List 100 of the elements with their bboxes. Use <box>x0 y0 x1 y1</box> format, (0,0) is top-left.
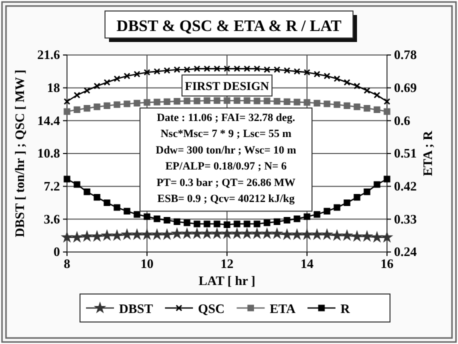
point <box>144 69 150 76</box>
point <box>234 65 240 72</box>
point <box>244 220 250 228</box>
point <box>64 98 70 105</box>
point <box>152 230 162 239</box>
point <box>274 66 280 73</box>
x-tick-label: 10 <box>140 256 154 272</box>
point <box>374 181 380 188</box>
point <box>84 188 90 196</box>
y-tick-label: 7.2 <box>44 178 60 194</box>
point <box>252 228 262 238</box>
y2-tick-label: 0.6 <box>394 112 411 128</box>
point <box>134 100 140 106</box>
y2-tick-label: 0.69 <box>394 80 418 95</box>
point <box>362 232 372 241</box>
point <box>372 232 382 242</box>
point <box>204 97 210 104</box>
point <box>264 66 270 73</box>
point <box>254 98 260 104</box>
point <box>264 98 270 104</box>
annotation: Ddw= 300 ton/hr ; Wsc= 10 m <box>156 144 296 156</box>
point <box>384 176 390 182</box>
point <box>314 211 320 218</box>
y2-tick-label: 0.24 <box>394 244 418 260</box>
point <box>74 92 80 98</box>
legend-label: QSC <box>198 301 225 316</box>
point <box>84 104 90 112</box>
point <box>354 194 360 201</box>
point <box>192 228 202 238</box>
point <box>84 87 90 94</box>
y-tick-label: 0 <box>54 244 60 260</box>
point <box>364 188 370 196</box>
point <box>342 230 352 240</box>
point <box>212 228 222 238</box>
point <box>134 211 140 218</box>
point <box>304 213 310 220</box>
point <box>314 100 320 106</box>
point <box>384 98 390 105</box>
point <box>194 220 200 228</box>
y-axis-title: DBST [ ton/hr ] ; QSC [ MW ] <box>12 70 27 238</box>
point <box>294 216 300 222</box>
point <box>284 216 290 224</box>
point <box>162 230 172 239</box>
point <box>214 97 220 104</box>
y-tick-label: 3.6 <box>44 211 60 226</box>
legend-label: R <box>340 301 350 316</box>
annotation: ESB= 0.9 ; Qcv= 40212 kJ/kg <box>157 193 296 205</box>
point <box>344 79 350 86</box>
point <box>184 220 190 226</box>
y2-axis-title: ETA ; R <box>420 130 435 176</box>
point <box>324 100 330 108</box>
point <box>382 232 392 242</box>
point <box>204 220 210 228</box>
point <box>114 204 120 211</box>
point <box>294 98 300 106</box>
point <box>214 65 220 72</box>
point <box>354 82 360 90</box>
point <box>124 72 130 80</box>
y2-tick-label: 0.33 <box>394 211 418 226</box>
y-tick-label: 10.8 <box>37 146 60 161</box>
point <box>244 65 250 72</box>
point <box>114 101 120 108</box>
x-axis-title: LAT [ hr ] <box>198 273 256 288</box>
point <box>224 97 230 104</box>
x-tick-label: 12 <box>220 256 234 272</box>
annotation: PT= 0.3 bar ; QT= 26.86 MW <box>156 176 296 189</box>
point <box>164 67 170 74</box>
point <box>264 220 270 226</box>
point <box>364 104 370 112</box>
point <box>274 218 280 226</box>
point <box>132 230 142 239</box>
point <box>204 65 210 72</box>
point <box>334 204 340 211</box>
point <box>142 230 152 239</box>
point <box>344 102 350 110</box>
point <box>72 232 82 242</box>
point <box>82 232 92 241</box>
point <box>374 92 380 98</box>
point <box>234 97 240 104</box>
point <box>214 220 220 228</box>
legend-label: DBST <box>119 301 154 316</box>
point <box>184 98 190 104</box>
point <box>304 69 310 76</box>
point <box>174 98 180 105</box>
point <box>172 228 182 238</box>
point <box>94 82 100 90</box>
point <box>114 75 120 82</box>
point <box>164 98 170 105</box>
point <box>374 106 380 114</box>
point <box>74 181 80 188</box>
point <box>74 106 80 114</box>
y-tick-label: 21.6 <box>37 47 60 62</box>
point <box>64 176 70 182</box>
point <box>64 108 70 115</box>
point <box>154 98 160 106</box>
y2-tick-label: 0.51 <box>394 146 417 161</box>
point <box>144 213 150 220</box>
annotation: Nsc*Msc= 7 * 9 ; Lsc= 55 m <box>160 128 292 140</box>
point <box>244 97 250 104</box>
point <box>224 221 230 228</box>
